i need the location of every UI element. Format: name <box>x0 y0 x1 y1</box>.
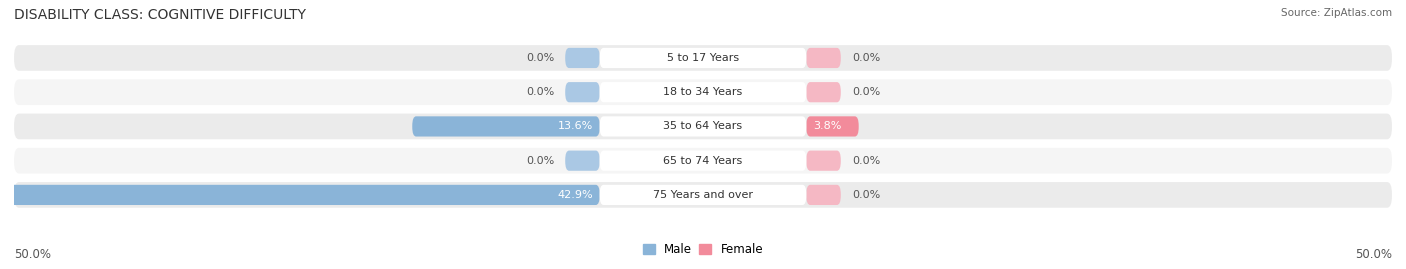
FancyBboxPatch shape <box>14 148 1392 174</box>
FancyBboxPatch shape <box>14 45 1392 71</box>
FancyBboxPatch shape <box>14 79 1392 105</box>
Text: 50.0%: 50.0% <box>1355 248 1392 261</box>
FancyBboxPatch shape <box>807 185 841 205</box>
FancyBboxPatch shape <box>412 116 599 137</box>
FancyBboxPatch shape <box>599 151 807 171</box>
Text: 75 Years and over: 75 Years and over <box>652 190 754 200</box>
FancyBboxPatch shape <box>8 185 599 205</box>
FancyBboxPatch shape <box>565 48 599 68</box>
Text: 18 to 34 Years: 18 to 34 Years <box>664 87 742 97</box>
FancyBboxPatch shape <box>565 82 599 102</box>
Text: 50.0%: 50.0% <box>14 248 51 261</box>
FancyBboxPatch shape <box>14 182 1392 208</box>
Text: 65 to 74 Years: 65 to 74 Years <box>664 156 742 166</box>
Text: 5 to 17 Years: 5 to 17 Years <box>666 53 740 63</box>
Text: DISABILITY CLASS: COGNITIVE DIFFICULTY: DISABILITY CLASS: COGNITIVE DIFFICULTY <box>14 8 307 22</box>
FancyBboxPatch shape <box>807 82 841 102</box>
FancyBboxPatch shape <box>565 151 599 171</box>
FancyBboxPatch shape <box>14 114 1392 139</box>
Legend: Male, Female: Male, Female <box>643 243 763 256</box>
Text: 0.0%: 0.0% <box>852 190 880 200</box>
Text: 0.0%: 0.0% <box>526 53 554 63</box>
Text: 13.6%: 13.6% <box>558 121 593 132</box>
Text: 0.0%: 0.0% <box>526 87 554 97</box>
Text: 0.0%: 0.0% <box>852 156 880 166</box>
Text: 3.8%: 3.8% <box>813 121 842 132</box>
Text: 42.9%: 42.9% <box>557 190 593 200</box>
FancyBboxPatch shape <box>807 116 859 137</box>
Text: 35 to 64 Years: 35 to 64 Years <box>664 121 742 132</box>
Text: 0.0%: 0.0% <box>852 53 880 63</box>
FancyBboxPatch shape <box>807 151 841 171</box>
FancyBboxPatch shape <box>599 116 807 137</box>
FancyBboxPatch shape <box>599 185 807 205</box>
Text: Source: ZipAtlas.com: Source: ZipAtlas.com <box>1281 8 1392 18</box>
FancyBboxPatch shape <box>807 48 841 68</box>
Text: 0.0%: 0.0% <box>852 87 880 97</box>
Text: 0.0%: 0.0% <box>526 156 554 166</box>
FancyBboxPatch shape <box>599 48 807 68</box>
FancyBboxPatch shape <box>599 82 807 102</box>
